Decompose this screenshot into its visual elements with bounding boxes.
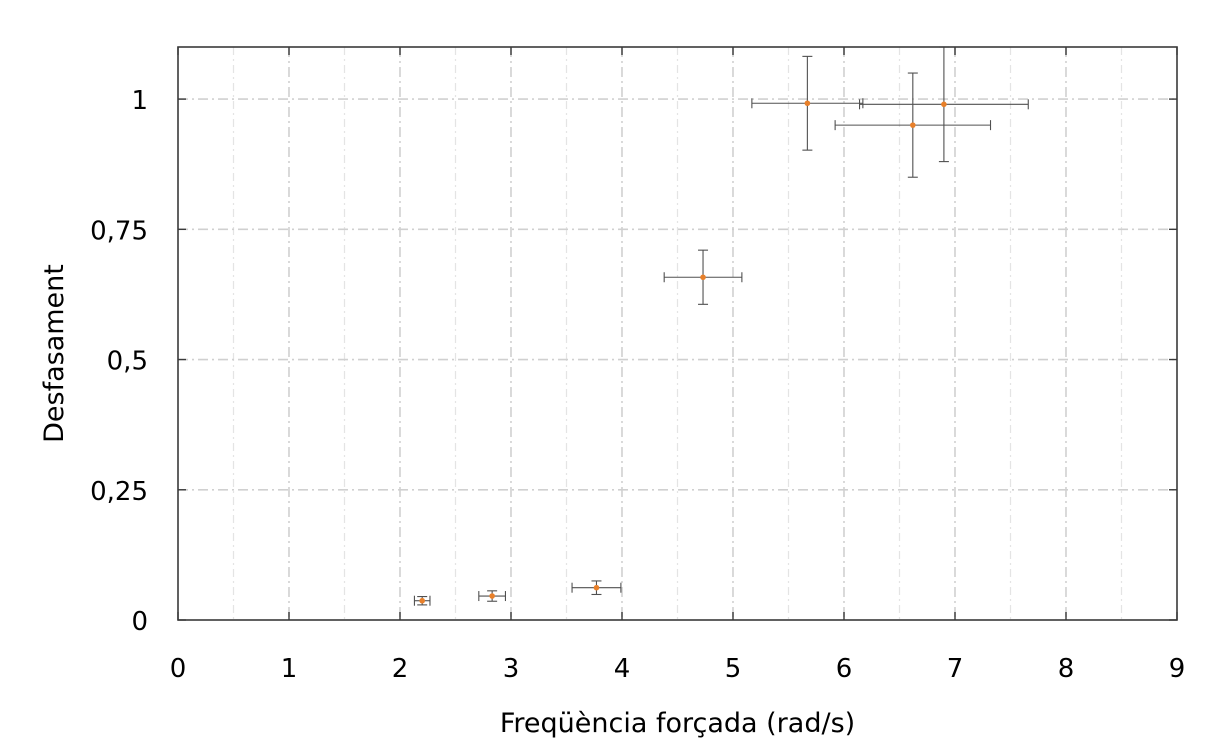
y-tick-labels: 0 0,25 0,5 0,75 1 — [90, 86, 148, 637]
y-tick-label: 1 — [131, 86, 148, 116]
plot-frame — [177, 46, 1178, 621]
x-tick-label: 9 — [1169, 654, 1186, 684]
error-bars — [413, 46, 1029, 606]
x-tick-label: 6 — [836, 654, 853, 684]
data-point — [941, 101, 947, 108]
data-point — [489, 593, 495, 599]
y-tick-label: 0,25 — [90, 477, 148, 507]
y-tick-label: 0 — [131, 607, 148, 637]
y-axis-title: Desfasament — [39, 264, 70, 443]
x-axis-title: Freqüència forçada (rad/s) — [500, 708, 855, 739]
x-tick-label: 8 — [1058, 654, 1075, 684]
data-point — [700, 274, 706, 281]
x-tick-label: 0 — [170, 654, 187, 684]
x-tick-labels: 0 1 2 3 4 5 6 7 8 9 — [170, 654, 1186, 684]
y-tick-label: 0,75 — [90, 216, 148, 246]
data-points — [419, 100, 947, 604]
x-tick-label: 1 — [281, 654, 298, 684]
x-tick-label: 5 — [725, 654, 742, 684]
axis-ticks — [177, 47, 1178, 621]
x-tick-label: 4 — [614, 654, 631, 684]
data-point — [419, 597, 426, 604]
error-bar — [571, 580, 622, 596]
data-point — [910, 122, 916, 128]
y-tick-label: 0,5 — [107, 347, 148, 377]
data-point — [804, 100, 811, 107]
x-tick-label: 7 — [947, 654, 964, 684]
data-point — [593, 584, 600, 591]
grid — [178, 47, 1177, 620]
x-tick-label: 3 — [503, 654, 520, 684]
x-tick-label: 2 — [392, 654, 409, 684]
